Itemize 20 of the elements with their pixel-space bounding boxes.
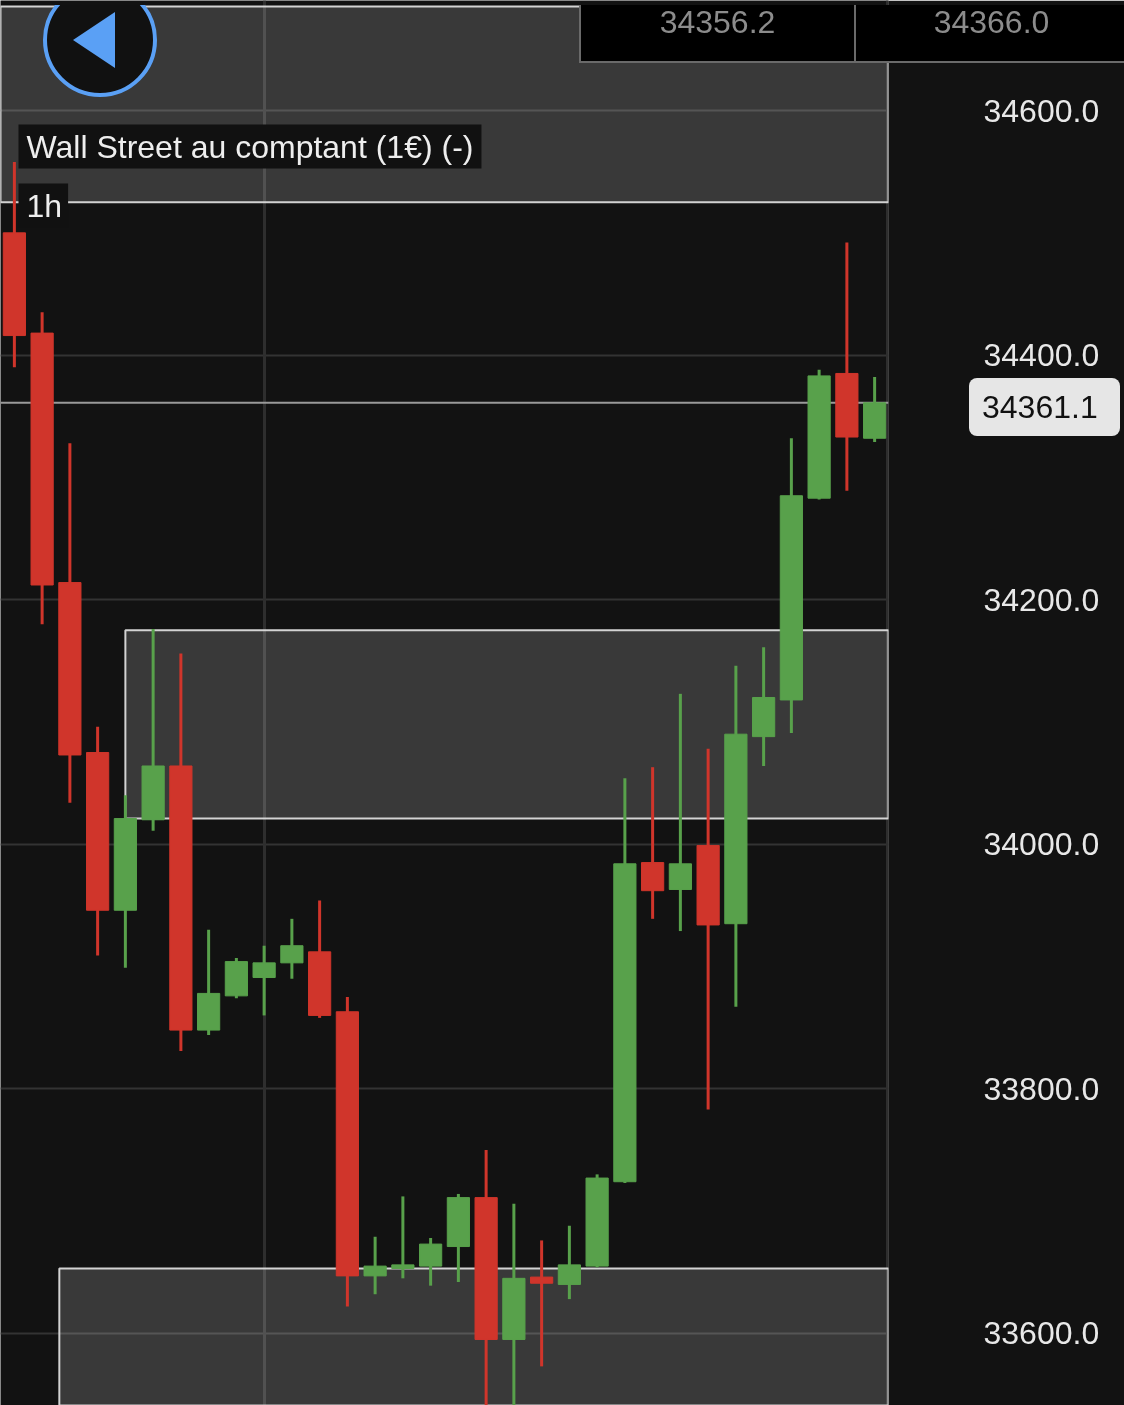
candlestick — [363, 1236, 387, 1296]
y-tick-label: 34400.0 — [983, 337, 1100, 374]
ref-line-label: 34361.1 — [969, 378, 1120, 436]
annotation: 1h — [26, 187, 63, 224]
candlestick — [280, 917, 304, 979]
y-tick-label: 34000.0 — [983, 826, 1100, 863]
candlestick — [252, 945, 276, 1016]
candlestick — [391, 1196, 415, 1279]
y-tick-label: 34200.0 — [983, 581, 1100, 618]
y-tick-label: 33800.0 — [983, 1070, 1100, 1107]
text: Wall Street au comptant (1€) (-) — [26, 128, 474, 165]
annotation: 34356.2 — [659, 4, 776, 40]
candlestick — [419, 1237, 443, 1286]
candlestick — [557, 1225, 581, 1301]
candlestick — [530, 1240, 554, 1367]
picture-ask-quote-box: 34366.0 — [854, 5, 1124, 63]
candlestick — [668, 692, 692, 933]
y-tick-label: 33600.0 — [983, 1315, 1100, 1352]
y-tick-label: 34600.0 — [983, 92, 1100, 129]
picture-bid-quote-box: 34356.2 — [579, 5, 856, 63]
